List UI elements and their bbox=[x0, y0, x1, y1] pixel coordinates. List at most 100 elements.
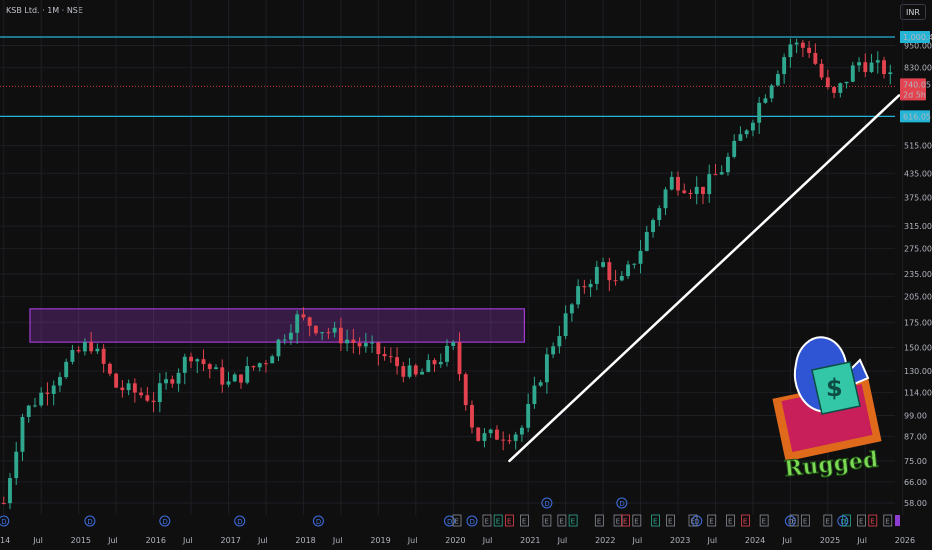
candle-body bbox=[76, 349, 81, 352]
x-tick-label: Jul bbox=[257, 536, 268, 545]
dividend-marker-label: D bbox=[1, 518, 6, 526]
candle-body bbox=[582, 286, 587, 288]
candle-body bbox=[445, 345, 449, 362]
candle-body bbox=[638, 250, 643, 264]
y-tick-label: 114.00 bbox=[904, 388, 932, 397]
event-markers: D D D D D D DD DD D DE E E E E E E E E E E E E E E E E E E E E E E E E E bbox=[0, 497, 900, 527]
x-tick-label: 14 bbox=[0, 536, 10, 545]
earnings-marker-label: E bbox=[728, 518, 732, 526]
x-tick-label: 2026 bbox=[895, 536, 915, 545]
x-tick-label: Jul bbox=[32, 536, 43, 545]
earnings-marker bbox=[594, 514, 604, 527]
candle-body bbox=[651, 220, 655, 233]
candle-body bbox=[832, 87, 837, 93]
symbol-header: KSB Ltd. · 1M · NSE bbox=[6, 6, 83, 15]
candle-body bbox=[70, 349, 75, 362]
earnings-marker bbox=[707, 514, 717, 527]
last-price-tag bbox=[900, 78, 926, 101]
candle-body bbox=[257, 363, 262, 368]
candle-body bbox=[51, 385, 56, 394]
candle-body bbox=[332, 327, 337, 333]
earnings-marker-label: E bbox=[762, 518, 766, 526]
y-tick-label: 66.00 bbox=[904, 478, 927, 487]
candle-body bbox=[682, 190, 687, 193]
candle-body bbox=[825, 77, 830, 88]
candle-body bbox=[313, 325, 318, 334]
candle-body bbox=[288, 332, 293, 340]
candle-body bbox=[14, 451, 19, 479]
dividend-marker-label: D bbox=[162, 518, 167, 526]
earnings-marker bbox=[557, 514, 567, 527]
x-tick-label: Jul bbox=[781, 536, 792, 545]
candle-body bbox=[532, 385, 537, 404]
candle-body bbox=[750, 122, 755, 131]
trendline bbox=[508, 94, 901, 463]
candle-body bbox=[39, 392, 44, 406]
candle-body bbox=[850, 65, 855, 82]
candle-body bbox=[763, 98, 768, 103]
candle-body bbox=[170, 379, 175, 384]
candle-body bbox=[89, 342, 94, 352]
x-tick-label: 2022 bbox=[595, 536, 615, 545]
trendline-line bbox=[508, 94, 901, 463]
candle-body bbox=[601, 262, 606, 267]
candle-body bbox=[632, 263, 637, 265]
candle-body bbox=[151, 400, 156, 403]
candle-body bbox=[264, 363, 268, 365]
candle-body bbox=[676, 176, 680, 191]
earnings-marker bbox=[621, 514, 630, 527]
candle-body bbox=[33, 405, 37, 407]
earnings-marker bbox=[505, 514, 514, 527]
earnings-marker bbox=[883, 514, 893, 527]
candle-body bbox=[519, 427, 524, 435]
candle-body bbox=[769, 85, 774, 99]
candle-body bbox=[245, 366, 250, 383]
dividend-marker bbox=[84, 515, 96, 527]
candle-body bbox=[101, 348, 106, 364]
candle-body bbox=[382, 354, 387, 357]
candle-body bbox=[719, 172, 724, 175]
candle-body bbox=[863, 62, 868, 73]
x-tick-label: 2021 bbox=[520, 536, 540, 545]
time-axis: 14 Jul 2015 Jul 2016 Jul 2017 Jul 2018 Jul 2019 Jul… bbox=[0, 536, 915, 545]
candle-body bbox=[95, 348, 100, 352]
earnings-marker bbox=[666, 514, 675, 527]
horizontal-levels bbox=[0, 36, 895, 117]
dividend-marker-label: D bbox=[788, 518, 793, 526]
dividend-marker-label: D bbox=[469, 518, 474, 526]
price-axis: 58.00 66.00 75.00 87.00 99.00 114.00 130.00 150… bbox=[900, 31, 932, 508]
candle-body bbox=[139, 392, 144, 396]
y-tick-label: 99.00 bbox=[904, 412, 927, 421]
candle-body bbox=[307, 317, 312, 326]
candle-body bbox=[45, 392, 50, 394]
candle-body bbox=[526, 403, 531, 428]
currency-button[interactable]: INR bbox=[900, 4, 926, 20]
earnings-marker bbox=[868, 514, 878, 527]
candle-body bbox=[694, 186, 699, 194]
earnings-marker-label: E bbox=[844, 518, 848, 526]
y-tick-label: 830.00 bbox=[904, 64, 932, 73]
earnings-marker-label: E bbox=[690, 518, 694, 526]
candle-body bbox=[563, 313, 568, 337]
candle-body bbox=[463, 374, 468, 406]
last-price-label: 740.05 bbox=[903, 80, 931, 89]
earnings-marker-label: E bbox=[559, 518, 563, 526]
candle-body bbox=[226, 381, 231, 385]
candle-body bbox=[82, 342, 87, 352]
candle-body bbox=[576, 286, 581, 305]
earnings-marker-label: E bbox=[571, 518, 575, 526]
candle-body bbox=[189, 356, 193, 362]
y-tick-label: 130.00 bbox=[904, 367, 932, 376]
x-tick-label: 2015 bbox=[71, 536, 91, 545]
candle-body bbox=[782, 57, 787, 75]
candle-body bbox=[495, 429, 499, 440]
level-price-tag bbox=[900, 110, 930, 123]
earnings-marker bbox=[741, 514, 750, 527]
candle-body bbox=[470, 405, 474, 428]
dividend-marker bbox=[541, 497, 553, 509]
earnings-marker-label: E bbox=[507, 518, 511, 526]
candle-body bbox=[64, 361, 69, 378]
candle-body bbox=[482, 433, 487, 441]
earnings-marker bbox=[842, 514, 851, 527]
